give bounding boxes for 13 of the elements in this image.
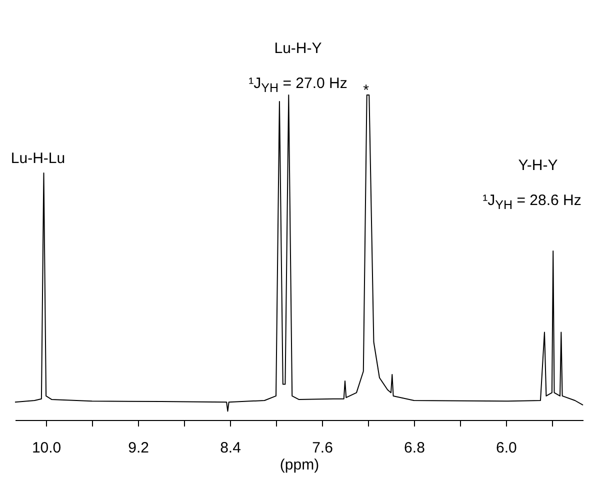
text: Lu-H-Y — [274, 40, 322, 57]
x-tick-label: 7.6 — [312, 440, 333, 456]
annotation: Lu-H-Lu — [10, 150, 66, 167]
annotation: * — [363, 82, 369, 99]
annotation: Y-H-Y — [518, 157, 558, 174]
x-tick-label: 9.2 — [128, 440, 149, 456]
annotation: ¹J$_{YH}$ = 27.0 Hz — [248, 75, 348, 95]
x-tick-label: 10.0 — [32, 440, 62, 456]
x-tick-label: 6.0 — [496, 440, 517, 456]
x-tick-label: 8.4 — [220, 440, 241, 456]
annotation: ¹J$_{YH}$ = 28.6 Hz — [482, 192, 582, 212]
x-axis-title: (ppm) — [280, 456, 320, 474]
x-tick-label: 6.8 — [404, 440, 425, 456]
